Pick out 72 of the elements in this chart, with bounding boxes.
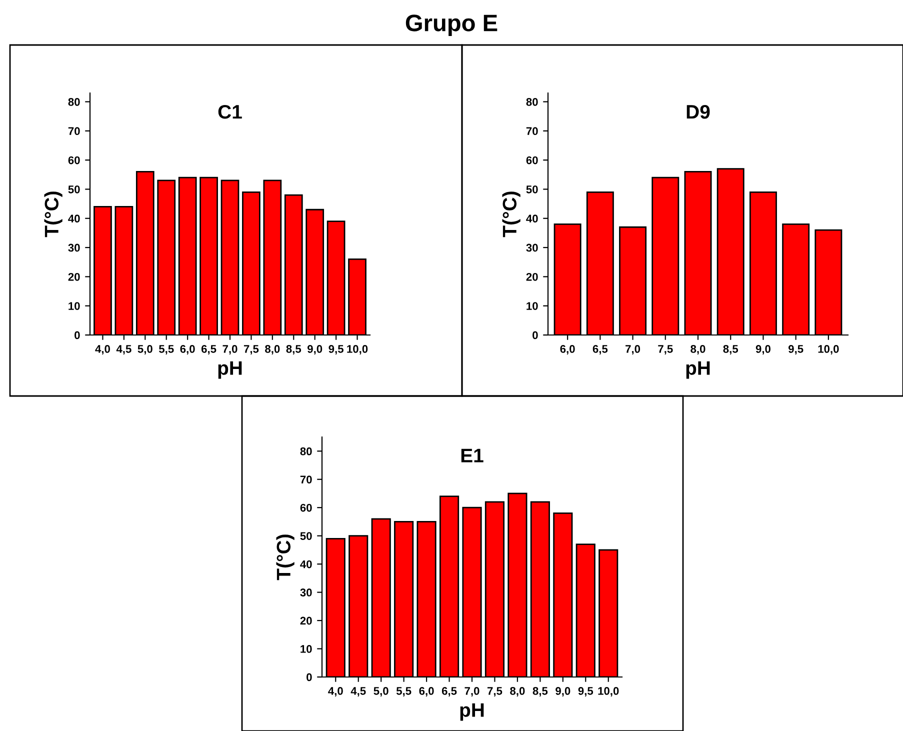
y-tick-label: 10 [526, 302, 538, 310]
x-tick-label: 10,0 [347, 345, 368, 354]
y-tick-label: 50 [68, 185, 80, 194]
y-tick-label: 60 [526, 156, 538, 164]
text: Grupo E [406, 14, 498, 36]
x-tick-label: 4,5 [350, 687, 366, 696]
x-tick-label: 8,5 [286, 345, 302, 354]
x-tick-label: 4,5 [116, 345, 132, 354]
x-tick-label: 9,5 [578, 687, 594, 696]
y-tick-label: 70 [300, 476, 312, 484]
y-tick-label: 70 [68, 127, 80, 136]
x-tick-label: 7,0 [626, 345, 640, 354]
chart-title: E1 [461, 448, 484, 462]
x-tick-label: 6,0 [560, 345, 575, 354]
y-tick-label: 70 [526, 127, 538, 136]
x-tick-label: 7,0 [222, 345, 238, 354]
x-tick-label: 6,5 [201, 345, 216, 354]
x-tick-label: 7,5 [244, 345, 259, 354]
x-tick-label: 8,0 [265, 345, 280, 354]
y-tick-label: 40 [68, 214, 80, 223]
x-tick-label: 9,0 [756, 345, 770, 354]
x-tick-label: 5,0 [374, 687, 388, 696]
y-tick-label: 0 [306, 673, 312, 682]
y-axis-title: T(°C) [44, 192, 62, 238]
x-tick-label: 6,5 [442, 687, 457, 696]
y-tick-label: 40 [526, 214, 538, 223]
x-axis-title: pH [686, 361, 710, 379]
x-tick-label: 8,5 [532, 687, 548, 696]
y-tick-label: 20 [526, 272, 538, 281]
x-tick-label: 8,0 [510, 687, 525, 696]
x-axis-title: pH [218, 361, 242, 379]
x-tick-label: 7,0 [464, 687, 480, 696]
x-tick-label: 8,0 [690, 345, 706, 354]
x-tick-label: 9,0 [308, 345, 322, 354]
y-tick-label: 40 [300, 560, 312, 568]
x-tick-label: 9,5 [328, 345, 344, 354]
y-tick-label: 0 [532, 331, 538, 340]
y-tick-label: 10 [300, 645, 312, 653]
y-tick-label: 0 [74, 331, 80, 340]
y-tick-label: 20 [300, 616, 312, 625]
chart-title: D9 [686, 104, 710, 119]
y-tick-label: 60 [300, 504, 312, 512]
x-tick-label: 9,5 [788, 345, 804, 354]
y-tick-label: 80 [526, 98, 538, 106]
x-tick-label: 6,5 [592, 345, 608, 354]
y-axis-title: T(°C) [276, 534, 294, 580]
y-tick-label: 30 [300, 588, 312, 596]
y-tick-label: 20 [68, 272, 80, 281]
x-tick-label: 7,5 [658, 345, 673, 354]
y-axis-title: T(°C) [502, 192, 520, 238]
chart-title: C1 [218, 104, 242, 119]
x-tick-label: 5,0 [138, 345, 152, 354]
x-tick-label: 6,0 [180, 345, 195, 354]
y-tick-label: 30 [68, 244, 80, 252]
y-tick-label: 60 [68, 156, 80, 164]
y-tick-label: 50 [526, 185, 538, 194]
x-tick-label: 5,5 [158, 345, 174, 354]
x-tick-label: 9,0 [556, 687, 570, 696]
x-axis-title: pH [460, 703, 484, 721]
x-tick-label: 4,0 [328, 687, 343, 696]
x-tick-label: 5,5 [396, 687, 412, 696]
x-tick-label: 4,0 [95, 345, 110, 354]
y-tick-label: 80 [300, 447, 312, 456]
x-tick-label: 7,5 [487, 687, 502, 696]
y-tick-label: 10 [68, 302, 80, 310]
y-tick-label: 30 [526, 244, 538, 252]
y-tick-label: 50 [300, 532, 312, 540]
x-tick-label: 8,5 [723, 345, 738, 354]
x-tick-label: 10,0 [598, 687, 619, 696]
x-tick-label: 10,0 [818, 345, 839, 354]
y-tick-label: 80 [68, 98, 80, 106]
x-tick-label: 6,0 [419, 687, 434, 696]
